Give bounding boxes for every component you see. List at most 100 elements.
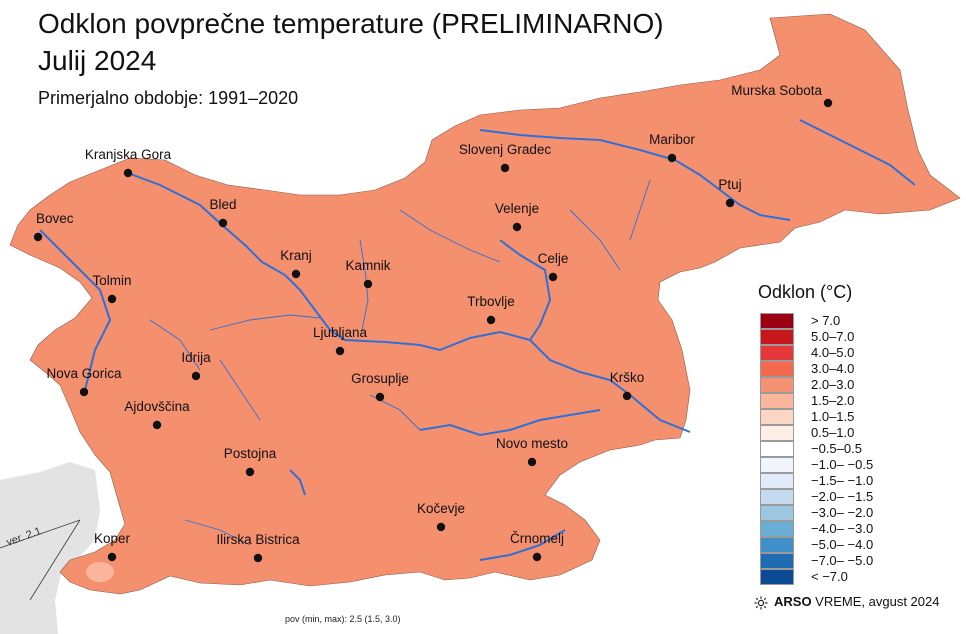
credit-service: VREME xyxy=(811,594,862,609)
reference-period-subtitle: Primerjalno obdobje: 1991–2020 xyxy=(38,88,299,108)
stats-footnote: pov (min, max): 2.5 (1.5, 3.0) xyxy=(285,614,401,624)
legend-label: < −7.0 xyxy=(811,569,848,584)
legend-item: −2.0– −1.5 xyxy=(760,489,960,505)
city-marker-velenje xyxy=(512,222,522,232)
coastal-anomaly-patch xyxy=(86,562,114,582)
city-label-bovec: Bovec xyxy=(36,211,74,226)
city-marker-bled xyxy=(218,218,228,228)
legend-swatch xyxy=(760,441,794,457)
legend-item: 4.0–5.0 xyxy=(760,345,960,361)
city-label-kamnik: Kamnik xyxy=(345,258,390,273)
credit-date: , avgust 2024 xyxy=(861,594,940,609)
city-label-grosuplje: Grosuplje xyxy=(351,371,409,386)
lake-cerknica xyxy=(289,469,306,496)
legend-swatch xyxy=(760,425,794,441)
city-label-koper: Koper xyxy=(94,531,131,546)
legend-title: Odklon (°C) xyxy=(758,282,853,302)
river-kolpa xyxy=(479,529,566,561)
legend-label: 3.0–4.0 xyxy=(811,361,855,376)
legend-label: −0.5–0.5 xyxy=(811,441,862,456)
legend-swatch xyxy=(760,457,794,473)
legend-swatch xyxy=(760,505,794,521)
city-marker-ptuj xyxy=(725,198,735,208)
river-network xyxy=(39,119,916,561)
city-label-murska-sobota: Murska Sobota xyxy=(731,83,822,98)
legend-item: > 7.0 xyxy=(760,313,960,329)
city-marker-celje xyxy=(548,272,558,282)
city-marker-ajdovscina xyxy=(152,420,162,430)
legend-label: 4.0–5.0 xyxy=(811,345,855,360)
city-label-novo-mesto: Novo mesto xyxy=(496,436,568,451)
city-marker-crnomelj xyxy=(532,552,542,562)
legend-swatch xyxy=(760,569,794,585)
legend-swatch xyxy=(760,361,794,377)
legend-swatch xyxy=(760,345,794,361)
city-label-celje: Celje xyxy=(538,251,569,266)
legend-label: −1.0– −0.5 xyxy=(811,457,874,472)
city-label-postojna: Postojna xyxy=(224,446,277,461)
legend-swatch xyxy=(760,521,794,537)
legend-swatch xyxy=(760,393,794,409)
legend-swatch xyxy=(760,329,794,345)
legend-item: 1.0–1.5 xyxy=(760,409,960,425)
city-marker-murska-sobota xyxy=(823,98,833,108)
legend-item: 1.5–2.0 xyxy=(760,393,960,409)
city-label-crnomelj: Črnomelj xyxy=(510,531,564,546)
legend-label: > 7.0 xyxy=(811,313,841,328)
city-marker-krsko xyxy=(622,391,632,401)
legend-label: −5.0– −4.0 xyxy=(811,537,874,552)
legend-item: −3.0– −2.0 xyxy=(760,505,960,521)
city-label-idrija: Idrija xyxy=(181,350,211,365)
city-label-tolmin: Tolmin xyxy=(92,273,131,288)
version-line xyxy=(0,519,81,549)
legend-item: −1.0– −0.5 xyxy=(760,457,960,473)
legend-swatch xyxy=(760,489,794,505)
legend-label: 5.0–7.0 xyxy=(811,329,855,344)
city-marker-grosuplje xyxy=(375,392,385,402)
legend-swatch xyxy=(760,409,794,425)
city-marker-koper xyxy=(107,552,117,562)
legend-swatch xyxy=(760,377,794,393)
river-mura xyxy=(799,119,916,186)
city-label-ajdovscina: Ajdovščina xyxy=(124,399,190,414)
city-label-bled: Bled xyxy=(209,197,236,212)
credit-line: ARSO VREME, avgust 2024 xyxy=(754,594,939,610)
city-label-velenje: Velenje xyxy=(495,201,539,216)
legend-item: 2.0–3.0 xyxy=(760,377,960,393)
river-soca xyxy=(39,229,112,391)
city-label-trbovlje: Trbovlje xyxy=(467,294,515,309)
city-marker-kocevje xyxy=(436,522,446,532)
city-marker-tolmin xyxy=(107,294,117,304)
legend-label: −2.0– −1.5 xyxy=(811,489,874,504)
city-marker-nova-gorica xyxy=(79,387,89,397)
city-label-slovenj-gradec: Slovenj Gradec xyxy=(459,142,552,157)
legend-item: 3.0–4.0 xyxy=(760,361,960,377)
legend-item: < −7.0 xyxy=(760,569,960,585)
legend-swatch xyxy=(760,313,794,329)
sun-icon xyxy=(754,596,768,610)
legend-label: −3.0– −2.0 xyxy=(811,505,874,520)
city-marker-kranjska-gora xyxy=(123,168,133,178)
river-savinja xyxy=(499,239,552,341)
map-title: Odklon povprečne temperature (PRELIMINAR… xyxy=(38,8,664,39)
legend-label: 0.5–1.0 xyxy=(811,425,855,440)
city-marker-idrija xyxy=(191,371,201,381)
legend-label: −1.5– −1.0 xyxy=(811,473,874,488)
legend-label: −7.0– −5.0 xyxy=(811,553,874,568)
city-label-nova-gorica: Nova Gorica xyxy=(46,366,122,381)
legend-label: 1.5–2.0 xyxy=(811,393,855,408)
legend-label: 1.0–1.5 xyxy=(811,409,855,424)
city-label-kranjska-gora: Kranjska Gora xyxy=(85,147,172,162)
city-label-ljubljana: Ljubljana xyxy=(313,325,368,340)
legend-swatch xyxy=(760,473,794,489)
version-line-2 xyxy=(29,519,81,601)
legend-item: −7.0– −5.0 xyxy=(760,553,960,569)
legend-swatch xyxy=(760,537,794,553)
city-marker-novo-mesto xyxy=(527,457,537,467)
legend-item: −5.0– −4.0 xyxy=(760,537,960,553)
river-krka xyxy=(419,409,601,437)
city-marker-trbovlje xyxy=(486,315,496,325)
legend-item: −4.0– −3.0 xyxy=(760,521,960,537)
city-label-ptuj: Ptuj xyxy=(718,177,741,192)
